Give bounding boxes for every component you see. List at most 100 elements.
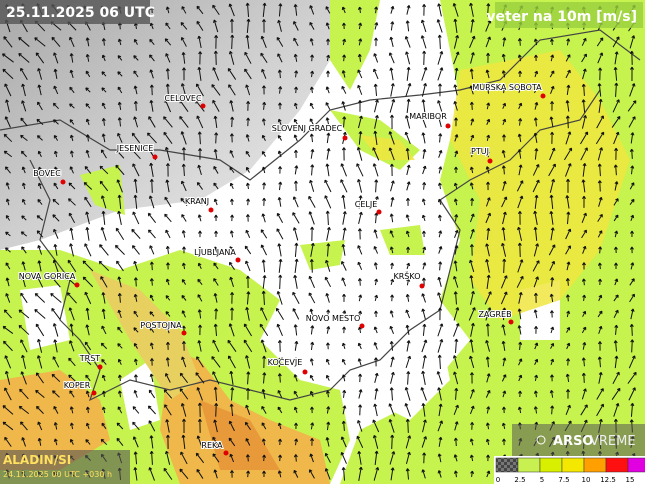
wind-arrow	[309, 390, 314, 397]
wind-arrow	[117, 132, 123, 143]
wind-arrow	[293, 374, 298, 382]
wind-arrow	[149, 178, 154, 193]
wind-arrow	[341, 6, 346, 14]
wind-arrow	[293, 180, 298, 192]
wind-arrow	[389, 98, 396, 113]
city-label: BOVEC	[33, 169, 61, 178]
wind-arrow	[69, 390, 75, 398]
wind-arrow	[501, 242, 507, 257]
wind-arrow	[114, 244, 125, 255]
model-run: 24.11.2025 00 UTC +030 h	[3, 470, 112, 479]
wind-arrow	[163, 467, 173, 480]
wind-arrow	[101, 406, 106, 414]
wind-arrow	[227, 355, 236, 369]
wind-arrow	[421, 293, 427, 303]
wind-arrow	[549, 310, 554, 318]
wind-arrow	[469, 2, 474, 17]
wind-arrow	[517, 38, 522, 46]
wind-arrow	[179, 372, 189, 384]
wind-arrow	[133, 374, 138, 382]
wind-arrow	[36, 276, 44, 288]
wind-arrow	[18, 36, 30, 47]
wind-arrow	[517, 133, 522, 143]
wind-arrow	[566, 326, 571, 333]
wind-arrow	[69, 227, 74, 241]
wind-arrow	[517, 54, 522, 62]
wind-arrow	[133, 277, 138, 287]
wind-arrow	[469, 259, 475, 273]
wind-arrow	[389, 36, 394, 48]
wind-arrow	[21, 198, 26, 205]
wind-arrow	[565, 69, 571, 79]
wind-arrow	[310, 325, 315, 335]
wind-arrow	[549, 178, 556, 193]
wind-arrow	[179, 388, 189, 400]
wind-arrow	[358, 38, 363, 46]
wind-arrow	[261, 438, 266, 446]
wind-arrow	[501, 227, 506, 241]
wind-arrow	[53, 68, 58, 79]
wind-arrow	[326, 70, 330, 78]
wind-arrow	[52, 102, 59, 110]
wind-arrow	[294, 258, 299, 274]
wind-arrow	[52, 198, 60, 205]
wind-arrow	[437, 50, 444, 65]
wind-arrow	[341, 467, 346, 481]
wind-arrow	[485, 212, 491, 224]
wind-arrow	[165, 68, 170, 80]
wind-arrow	[277, 422, 282, 430]
legend-label: 0	[496, 476, 500, 484]
wind-arrow	[630, 308, 635, 320]
wind-arrow	[228, 50, 235, 65]
wind-arrow	[82, 276, 94, 288]
wind-arrow	[486, 52, 491, 63]
wind-arrow	[342, 326, 347, 334]
wind-arrow	[117, 38, 122, 46]
wind-arrow	[230, 116, 235, 128]
wind-arrow	[85, 211, 90, 225]
wind-arrow	[518, 86, 523, 93]
wind-arrow	[115, 149, 125, 159]
wind-arrow	[453, 51, 460, 65]
wind-arrow	[2, 405, 14, 415]
wind-arrow	[565, 54, 571, 62]
wind-arrow	[582, 262, 586, 270]
wind-arrow	[581, 53, 587, 63]
wind-arrow	[21, 100, 27, 112]
wind-arrow	[357, 358, 362, 366]
wind-arrow	[469, 213, 475, 223]
wind-arrow	[533, 390, 538, 398]
wind-arrow	[468, 307, 476, 321]
wind-arrow	[85, 439, 91, 445]
wind-arrow	[596, 403, 604, 417]
wind-arrow	[84, 358, 92, 366]
wind-arrow	[4, 166, 11, 174]
wind-arrow	[390, 371, 395, 384]
wind-arrow	[374, 99, 379, 113]
wind-arrow	[422, 148, 427, 159]
wind-arrow	[582, 162, 587, 177]
wind-arrow	[261, 259, 266, 273]
wind-arrow	[69, 340, 75, 352]
wind-arrow	[452, 355, 459, 369]
wind-arrow	[164, 146, 171, 161]
wind-arrow	[165, 434, 170, 449]
wind-arrow	[149, 162, 154, 177]
wind-arrow	[85, 390, 90, 398]
wind-arrow	[261, 151, 266, 157]
wind-arrow	[34, 309, 46, 319]
wind-arrow	[358, 195, 363, 209]
wind-arrow	[549, 260, 556, 271]
wind-arrow	[614, 355, 619, 369]
wind-arrow	[581, 278, 586, 286]
wind-arrow	[148, 195, 155, 209]
wind-arrow	[117, 210, 122, 225]
wind-arrow	[517, 308, 522, 320]
wind-arrow	[550, 326, 555, 334]
wind-arrow	[5, 215, 11, 221]
wind-arrow	[630, 165, 635, 175]
wind-arrow	[292, 196, 299, 208]
wind-arrow	[131, 245, 140, 255]
wind-arrow	[67, 259, 77, 273]
wind-arrow	[293, 454, 298, 462]
